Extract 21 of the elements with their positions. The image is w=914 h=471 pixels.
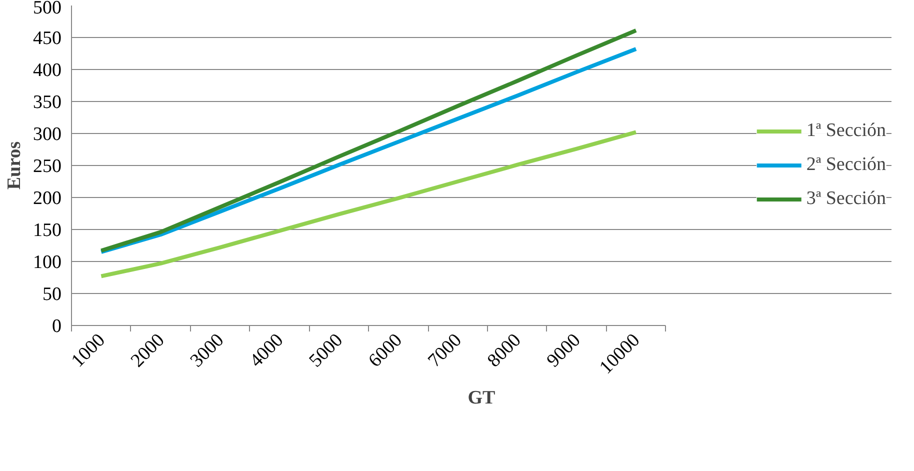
- y-tick-label: 100: [33, 252, 62, 273]
- legend-label: 2ª Sección: [806, 154, 886, 176]
- x-tick-label: 4000: [246, 330, 288, 372]
- y-tick-label: 200: [33, 188, 62, 209]
- legend-label: 3ª Sección: [806, 188, 886, 210]
- legend-label: 1ª Sección: [806, 120, 886, 142]
- y-tick-label: 350: [33, 92, 62, 113]
- x-tick-label: 8000: [484, 330, 526, 372]
- x-axis-title: GT: [468, 387, 496, 408]
- y-tick-label: 150: [33, 220, 62, 241]
- y-tick-label: 250: [33, 156, 62, 177]
- y-tick-label: 300: [33, 124, 62, 145]
- y-tick-label: 400: [33, 60, 62, 81]
- y-tick-label: 450: [33, 28, 62, 49]
- y-tick-label: 0: [52, 316, 62, 337]
- y-axis-title: Euros: [4, 141, 25, 190]
- line-series: [99, 130, 638, 278]
- x-tick-label: 7000: [424, 330, 466, 372]
- x-tick-label: 6000: [364, 330, 406, 372]
- y-tick-label: 50: [42, 284, 62, 305]
- y-tick-label: 500: [33, 0, 62, 18]
